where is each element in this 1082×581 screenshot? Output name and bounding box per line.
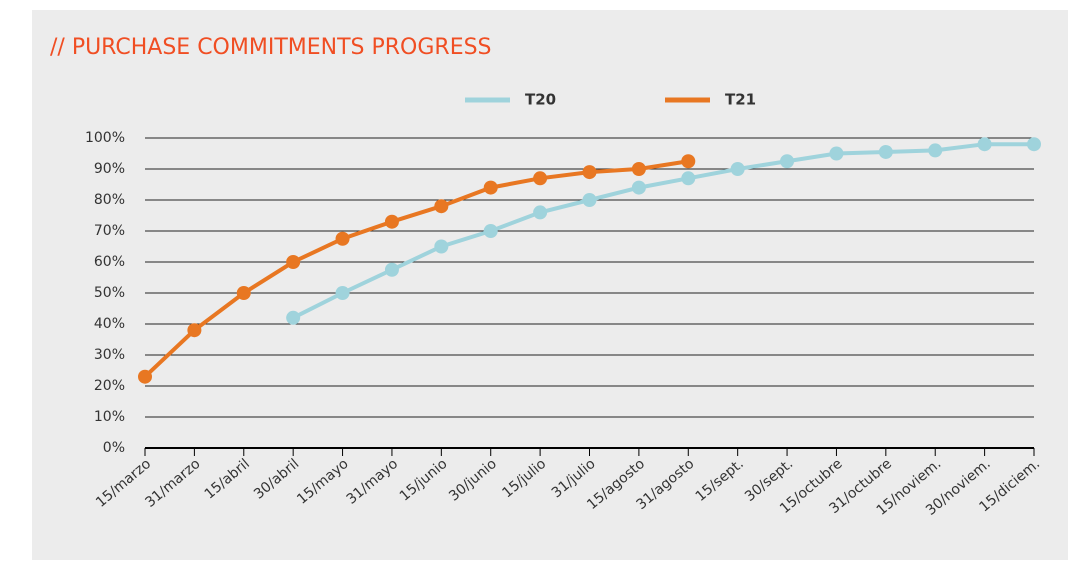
data-point: [434, 239, 449, 254]
data-point: [1027, 137, 1041, 152]
data-point: [335, 286, 350, 300]
data-point: [631, 162, 646, 176]
series-line: [143, 159, 689, 379]
data-point: [138, 369, 152, 384]
data-point: [977, 137, 992, 152]
y-tick-label: 90%: [94, 161, 125, 177]
data-point: [384, 262, 399, 277]
data-point: [384, 214, 399, 229]
legend-label: T20: [525, 91, 556, 109]
data-point: [533, 171, 548, 186]
data-point: [928, 143, 943, 158]
data-point: [434, 199, 449, 214]
data-point: [829, 146, 844, 161]
data-point: [681, 154, 696, 169]
y-tick-label: 20%: [94, 378, 125, 394]
data-point: [236, 286, 251, 300]
data-point: [483, 180, 498, 195]
chart-title: // PURCHASE COMMITMENTS PROGRESS: [50, 35, 492, 60]
y-tick-label: 10%: [94, 409, 125, 425]
data-point: [730, 162, 745, 176]
y-tick-label: 100%: [85, 130, 125, 146]
data-point: [286, 255, 301, 269]
data-point: [187, 323, 202, 338]
data-point: [780, 154, 795, 169]
data-point: [483, 224, 498, 238]
y-tick-label: 30%: [94, 347, 125, 363]
y-tick-label: 50%: [94, 285, 125, 301]
data-point: [533, 205, 548, 220]
y-tick-label: 0%: [103, 440, 125, 456]
y-tick-label: 60%: [94, 254, 125, 270]
legend-label: T21: [725, 91, 756, 109]
y-tick-label: 70%: [94, 223, 125, 239]
data-point: [681, 171, 696, 186]
data-point: [335, 231, 350, 246]
data-point: [631, 180, 646, 195]
data-point: [582, 165, 597, 180]
data-point: [582, 193, 597, 207]
data-point: [878, 144, 893, 159]
y-tick-label: 40%: [94, 316, 125, 332]
data-point: [286, 310, 301, 325]
panel: [32, 10, 1068, 560]
y-tick-label: 80%: [94, 192, 125, 208]
series-line: [292, 142, 1034, 320]
